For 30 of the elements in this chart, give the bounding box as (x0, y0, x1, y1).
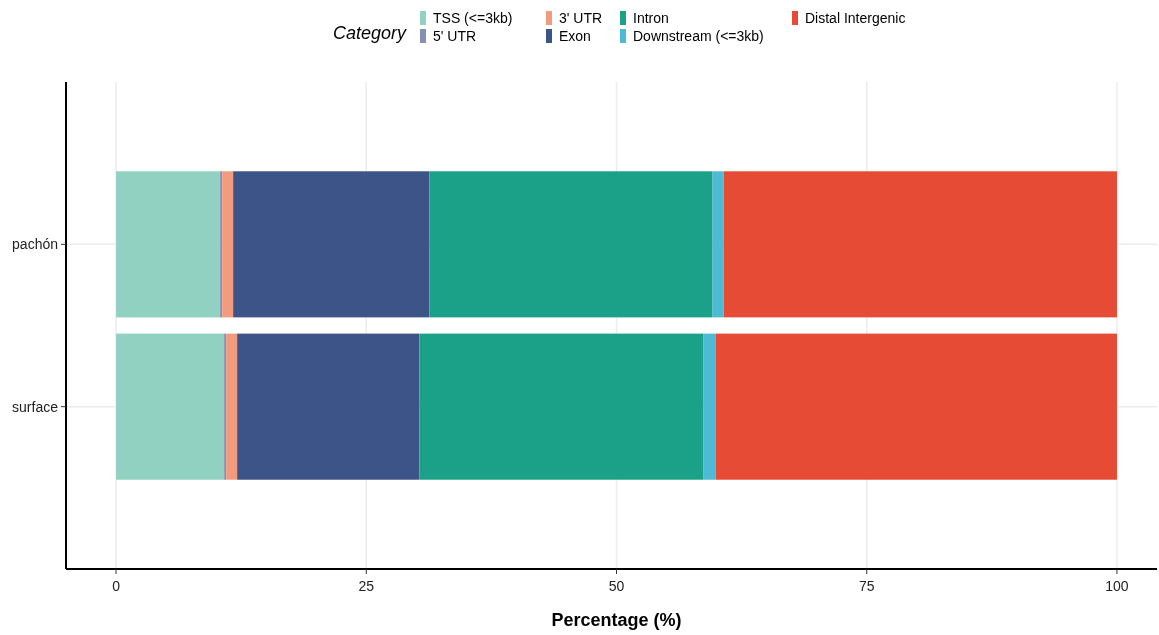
x-tick-label: 100 (1105, 578, 1129, 594)
legend-label: 5' UTR (433, 28, 477, 44)
y-tick-label: surface (12, 398, 59, 415)
bar (233, 171, 430, 318)
bar (703, 333, 716, 480)
x-tick-label: 50 (608, 578, 625, 594)
bar (226, 333, 238, 480)
y-tick-label: pachón (12, 236, 58, 253)
bar (237, 333, 420, 480)
bar (429, 171, 713, 318)
bar (116, 333, 225, 480)
bar (116, 171, 221, 318)
legend-label: TSS (<=3kb) (433, 10, 513, 26)
x-axis-title: Percentage (%) (551, 610, 682, 630)
bar (723, 171, 1117, 318)
bar (712, 171, 724, 318)
bar (419, 333, 704, 480)
legend-label: 3' UTR (559, 10, 603, 26)
legend-label: Intron (633, 10, 669, 26)
x-tick-label: 0 (112, 578, 121, 594)
legend-label: Downstream (<=3kb) (633, 28, 764, 44)
legend-label: Distal Intergenic (805, 10, 906, 26)
x-tick-label: 25 (358, 578, 375, 594)
legend-label: Exon (559, 28, 591, 44)
bar (220, 171, 223, 318)
bar (224, 333, 227, 480)
bar (222, 171, 234, 318)
x-tick-label: 75 (858, 578, 875, 594)
bar (715, 333, 1117, 480)
legend-title: Category (333, 23, 408, 43)
